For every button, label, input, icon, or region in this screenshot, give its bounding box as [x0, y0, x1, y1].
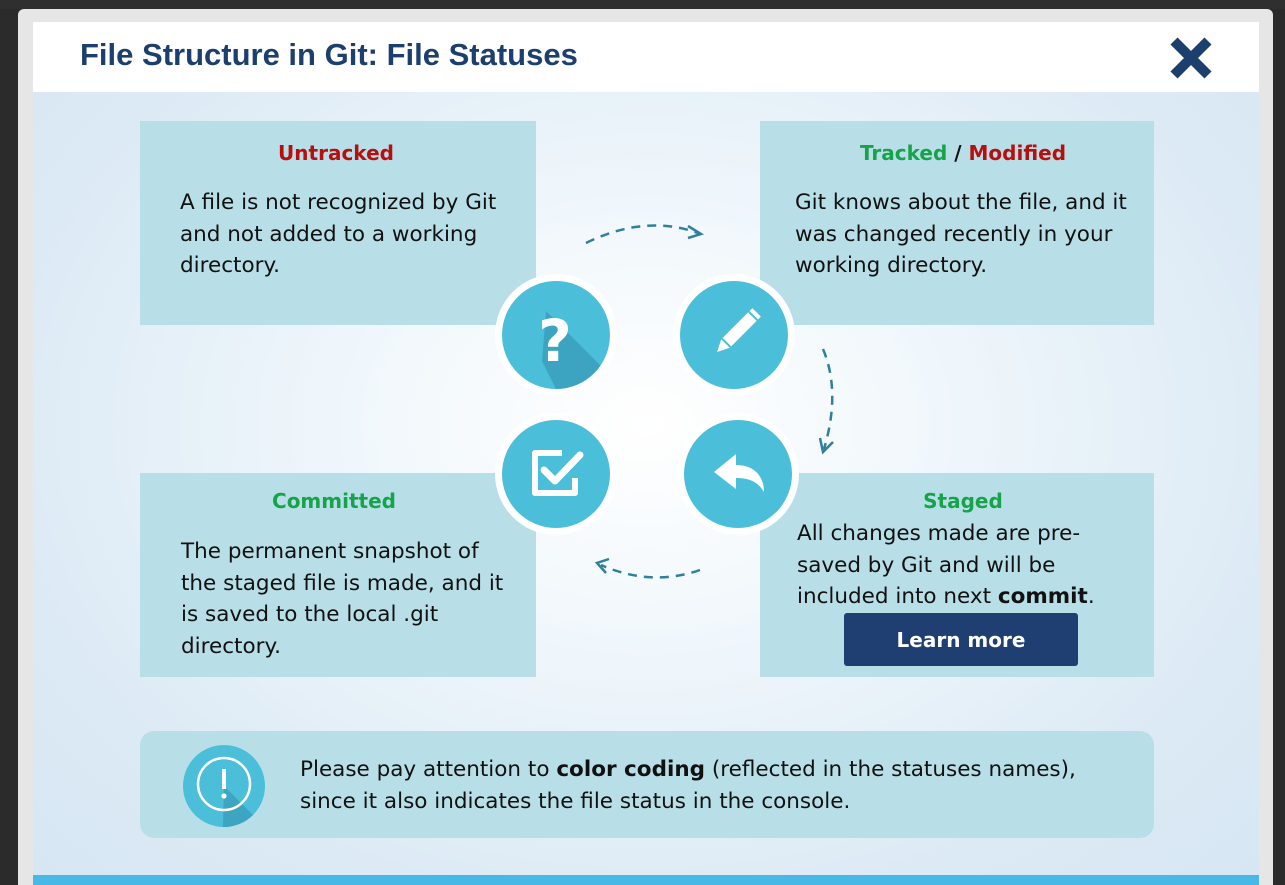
- question-mark-icon: ?: [502, 281, 610, 389]
- exclamation-icon: [183, 745, 265, 827]
- note-text-bold: color coding: [556, 757, 706, 782]
- card-tracked-title: Tracked / Modified: [760, 141, 1166, 165]
- reply-arrow-icon: [684, 420, 792, 528]
- note-text-after: (reflected in the statuses names), since…: [300, 757, 1076, 814]
- card-tracked-modified: Tracked / Modified Git knows about the f…: [760, 121, 1154, 325]
- commit-keyword: commit: [997, 584, 1088, 609]
- card-committed: Committed The permanent snapshot of the …: [140, 473, 536, 677]
- staged-body-period: .: [1087, 584, 1095, 609]
- staged-body-text: All changes made are pre-saved by Git an…: [797, 521, 1081, 609]
- close-icon[interactable]: [1167, 34, 1215, 82]
- card-staged-body: All changes made are pre-saved by Git an…: [797, 518, 1142, 613]
- title-separator: /: [947, 141, 969, 165]
- bottom-accent-bar: [33, 875, 1259, 885]
- modal-title: File Structure in Git: File Statuses: [80, 37, 578, 72]
- status-diagram-area: Untracked A file is not recognized by Gi…: [33, 92, 1259, 885]
- card-untracked-body: A file is not recognized by Git and not …: [180, 190, 497, 278]
- modal-header: File Structure in Git: File Statuses: [33, 22, 1259, 92]
- card-committed-title: Committed: [272, 489, 396, 513]
- svg-text:?: ?: [538, 307, 572, 375]
- card-untracked-title: Untracked: [278, 141, 394, 165]
- learn-more-button[interactable]: Learn more: [844, 613, 1078, 666]
- note-text-before: Please pay attention to: [300, 757, 557, 782]
- tracked-label: Tracked: [859, 141, 948, 165]
- card-committed-body: The permanent snapshot of the staged fil…: [181, 539, 504, 659]
- cycle-arrows: [585, 224, 834, 579]
- pencil-icon: [680, 281, 788, 389]
- card-tracked-body: Git knows about the file, and it was cha…: [795, 190, 1127, 278]
- card-untracked: Untracked A file is not recognized by Gi…: [140, 121, 536, 325]
- modified-label: Modified: [968, 141, 1067, 165]
- note-text: Please pay attention to color coding (re…: [300, 754, 1120, 817]
- checkbox-icon: [502, 420, 610, 528]
- card-staged-title: Staged: [923, 489, 1003, 513]
- browser-top-strip: [0, 0, 1285, 9]
- file-status-modal: File Structure in Git: File Statuses Unt…: [33, 22, 1259, 885]
- color-coding-note: Please pay attention to color coding (re…: [140, 731, 1154, 838]
